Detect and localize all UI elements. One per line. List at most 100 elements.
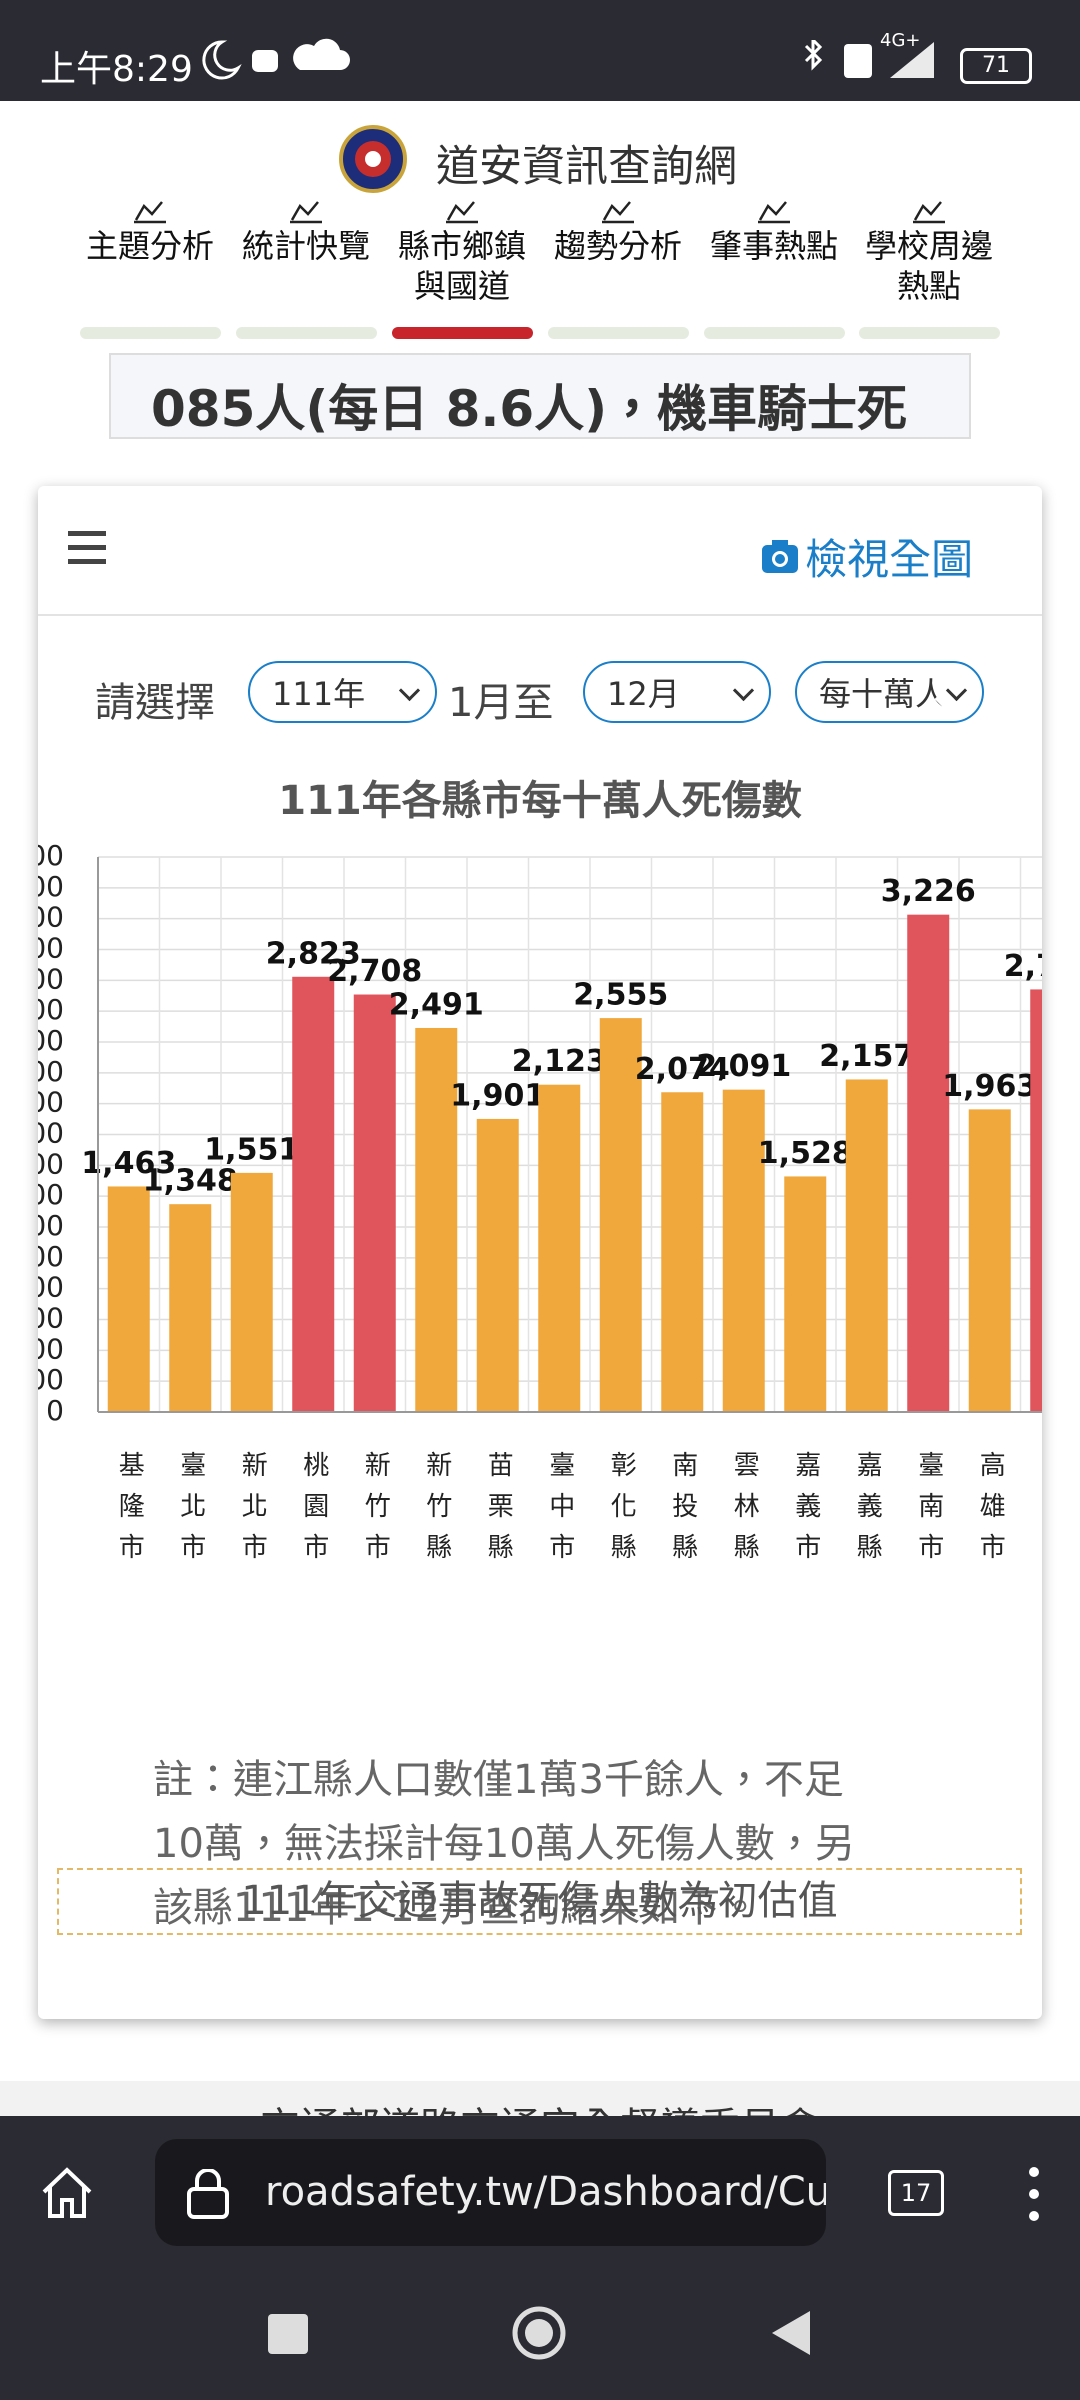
note-line: 10萬，無法採計每10萬人死傷人數，另 bbox=[153, 1821, 855, 1867]
nav-item[interactable]: 肇事熱點 bbox=[696, 196, 852, 266]
nav-item[interactable]: 趨勢分析 bbox=[540, 196, 696, 266]
bar bbox=[476, 1118, 519, 1412]
x-tick-label: 臺北市 bbox=[176, 1451, 206, 1574]
data-label: 2,741 bbox=[1004, 949, 1042, 984]
x-tick-label: 南投縣 bbox=[668, 1451, 698, 1574]
y-tick-label: 200 bbox=[38, 1363, 64, 1396]
y-tick-label: 2000 bbox=[38, 1086, 64, 1119]
data-label: 2,555 bbox=[573, 978, 668, 1013]
nav-bar bbox=[548, 327, 689, 339]
y-tick-label: 3200 bbox=[38, 901, 64, 934]
data-label: 3,226 bbox=[881, 874, 976, 909]
note: 註：連江縣人口數僅1萬3千餘人，不足 10萬，無法採計每10萬人死傷人數，另 該縣1… bbox=[153, 1748, 855, 1940]
chart-title: 111年各縣市每十萬人死傷數 bbox=[278, 778, 802, 824]
data-label: 1,528 bbox=[758, 1136, 853, 1171]
bar bbox=[107, 1186, 150, 1412]
nav-label: 縣市鄉鎮 bbox=[397, 227, 526, 265]
note-line: 該縣111年1-12月查詢結果如下。 bbox=[153, 1885, 761, 1931]
url-text: roadsafety.tw/Dashboard/Cust bbox=[265, 2169, 826, 2215]
url-field[interactable]: roadsafety.tw/Dashboard/Cust bbox=[155, 2139, 826, 2246]
nav-label: 學校周邊 bbox=[864, 227, 993, 265]
footer-text: 交通部道路交通安全督導委員會 bbox=[0, 2095, 1080, 2116]
bar bbox=[722, 1089, 765, 1412]
disclaimer: 111年交通事故死傷人數為初估值 bbox=[57, 1868, 1022, 1935]
nav-icon bbox=[913, 201, 945, 224]
nav-item[interactable]: 統計快覽 bbox=[228, 196, 384, 266]
nav-item[interactable]: 學校周邊 熱點 bbox=[851, 196, 1007, 306]
browser-bar: roadsafety.tw/Dashboard/Cust 17 bbox=[0, 2116, 1080, 2400]
y-tick-label: 3400 bbox=[38, 870, 64, 903]
bar bbox=[230, 1172, 273, 1412]
menu-dots[interactable] bbox=[1024, 2164, 1044, 2224]
note-line: 註：連江縣人口數僅1萬3千餘人，不足 bbox=[153, 1757, 844, 1803]
y-tick-label: 2200 bbox=[38, 1055, 64, 1088]
menu-button[interactable] bbox=[68, 528, 108, 568]
y-tick-label: 3000 bbox=[38, 932, 64, 965]
nav-bar bbox=[80, 327, 221, 339]
y-tick-label: 0 bbox=[46, 1394, 64, 1427]
chart-card: 檢視全圖 請選擇 111年 1月至 12月 每十萬人 111年各縣市每十萬人死傷… bbox=[38, 486, 1042, 2019]
data-label: 2,074 bbox=[635, 1052, 730, 1087]
from-label: 1月至 bbox=[448, 680, 554, 726]
bar bbox=[968, 1109, 1011, 1412]
marquee-text: 085人(每日 8.6人)，機車騎士死 bbox=[151, 380, 908, 438]
nav-icon bbox=[134, 201, 166, 224]
nav-item[interactable]: 縣市鄉鎮 與國道 bbox=[384, 196, 540, 306]
home-nav-button[interactable] bbox=[512, 2306, 566, 2360]
divider bbox=[38, 614, 1042, 616]
bar bbox=[169, 1204, 212, 1412]
y-tick-label: 1200 bbox=[38, 1209, 64, 1242]
x-tick-label: 苗栗縣 bbox=[483, 1451, 513, 1574]
unit-select[interactable]: 每十萬人 bbox=[795, 661, 984, 723]
bar bbox=[845, 1079, 888, 1412]
bar bbox=[1030, 989, 1042, 1412]
logo bbox=[339, 125, 407, 193]
data-label: 1,963 bbox=[942, 1069, 1037, 1104]
x-tick-label: 新北市 bbox=[237, 1451, 267, 1574]
y-tick-label: 600 bbox=[38, 1302, 64, 1335]
back-button[interactable] bbox=[772, 2311, 810, 2355]
year-select[interactable]: 111年 bbox=[248, 661, 437, 723]
data-label: 2,708 bbox=[327, 954, 422, 989]
lock-icon bbox=[187, 2169, 229, 2219]
nav-icon bbox=[602, 201, 634, 224]
status-icons bbox=[202, 38, 350, 80]
tab-count[interactable]: 17 bbox=[888, 2170, 944, 2216]
nav-label: 主題分析 bbox=[85, 227, 214, 265]
x-tick-label: 嘉義縣 bbox=[852, 1451, 882, 1574]
data-label: 2,123 bbox=[512, 1044, 607, 1079]
view-full-text[interactable]: 檢視全圖 bbox=[805, 535, 974, 584]
bar bbox=[353, 994, 396, 1412]
y-tick-label: 1400 bbox=[38, 1178, 64, 1211]
home-button[interactable] bbox=[40, 2166, 94, 2220]
view-full-button[interactable]: 檢視全圖 bbox=[760, 526, 973, 584]
x-tick-label: 嘉義市 bbox=[791, 1451, 821, 1574]
data-label: 2,157 bbox=[819, 1039, 914, 1074]
nav-bar bbox=[236, 327, 377, 339]
chart: 111年各縣市每十萬人死傷數02004006008001000120014001… bbox=[38, 778, 1042, 1574]
status-bar: 上午8:29 4G+ 71 bbox=[0, 0, 1080, 101]
x-tick-label: 新竹縣 bbox=[422, 1451, 452, 1574]
y-tick-label: 1800 bbox=[38, 1117, 64, 1150]
bar bbox=[292, 976, 335, 1412]
y-tick-label: 2600 bbox=[38, 993, 64, 1026]
nav-label: 熱點 bbox=[896, 267, 961, 305]
clock: 上午8:29 bbox=[40, 49, 193, 90]
data-label: 1,348 bbox=[143, 1164, 238, 1199]
month-select[interactable]: 12月 bbox=[583, 661, 771, 723]
y-tick-label: 1000 bbox=[38, 1240, 64, 1273]
recents-button[interactable] bbox=[268, 2314, 308, 2354]
nav-item[interactable]: 主題分析 bbox=[72, 196, 228, 266]
nav-label: 肇事熱點 bbox=[709, 227, 838, 265]
filter-label: 請選擇 bbox=[95, 680, 215, 726]
nav-bar bbox=[704, 327, 845, 339]
camera-icon bbox=[762, 539, 798, 573]
bar bbox=[784, 1176, 827, 1412]
x-tick-label: 新竹市 bbox=[360, 1451, 390, 1574]
bar bbox=[599, 1018, 642, 1412]
site-title: 道安資訊查詢網 bbox=[436, 142, 737, 192]
data-label: 2,823 bbox=[266, 936, 361, 971]
y-tick-label: 3600 bbox=[38, 839, 64, 872]
bar bbox=[661, 1092, 704, 1412]
